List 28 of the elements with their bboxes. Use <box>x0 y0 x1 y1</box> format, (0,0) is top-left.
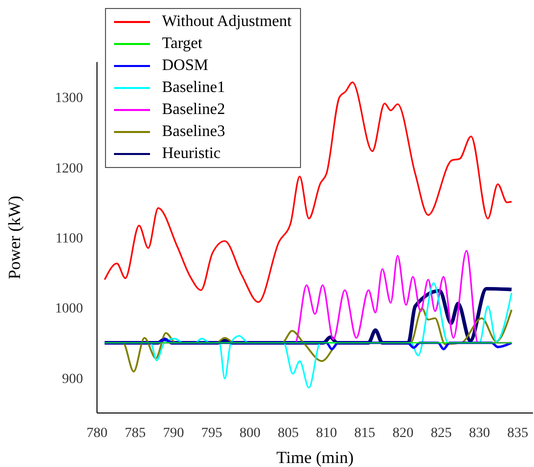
x-tick-label: 810 <box>316 426 337 441</box>
legend-label: Baseline1 <box>162 78 226 98</box>
y-tick-label: 1300 <box>55 91 83 106</box>
x-tick-label: 780 <box>86 426 108 441</box>
x-tick-label: 825 <box>430 426 452 441</box>
x-tick-label: 790 <box>162 426 184 441</box>
x-tick-label: 805 <box>278 426 299 441</box>
line-series <box>103 338 513 350</box>
x-tick-label: 835 <box>507 426 528 441</box>
legend-label: Baseline3 <box>162 122 226 142</box>
x-tick-label: 820 <box>392 426 414 441</box>
legend-label: Heuristic <box>162 144 221 164</box>
y-axis-title: Power (kW) <box>5 196 24 280</box>
line-series <box>104 82 512 303</box>
x-tick-label: 785 <box>124 426 146 441</box>
y-tick-label: 1000 <box>55 302 83 317</box>
x-tick-label: 830 <box>468 426 490 441</box>
legend-label: Without Adjustment <box>162 12 292 32</box>
x-axis-title: Time (min) <box>276 448 354 467</box>
x-tick-label: 815 <box>354 426 376 441</box>
x-tick-label: 800 <box>239 426 260 441</box>
legend-label: DOSM <box>162 56 208 76</box>
y-tick-label: 1200 <box>55 161 83 176</box>
y-tick-label: 900 <box>62 372 83 387</box>
legend-label: Target <box>162 34 202 54</box>
x-tick-label: 795 <box>201 426 222 441</box>
y-tick-label: 1100 <box>56 231 83 246</box>
legend-label: Baseline2 <box>162 100 226 120</box>
